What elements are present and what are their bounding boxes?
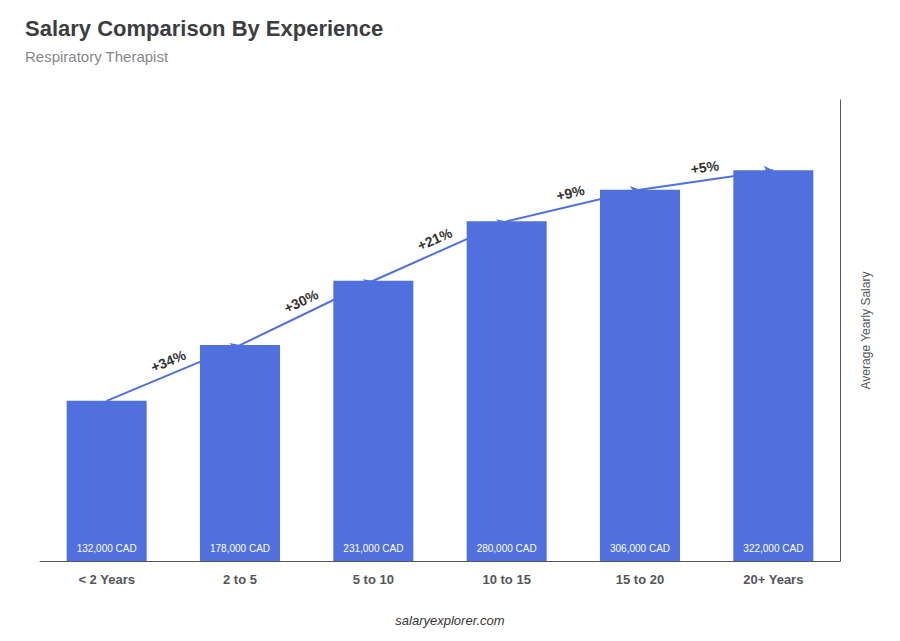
svg-text:15 to 20: 15 to 20: [616, 572, 664, 587]
svg-text:306,000 CAD: 306,000 CAD: [610, 543, 670, 554]
svg-text:Salary Comparison By Experienc: Salary Comparison By Experience: [25, 16, 383, 41]
svg-text:5 to 10: 5 to 10: [353, 572, 394, 587]
svg-text:+5%: +5%: [690, 157, 721, 177]
svg-text:20+ Years: 20+ Years: [743, 572, 803, 587]
svg-text:+21%: +21%: [415, 224, 455, 254]
svg-text:+30%: +30%: [281, 286, 321, 316]
svg-text:< 2 Years: < 2 Years: [78, 572, 135, 587]
svg-text:280,000 CAD: 280,000 CAD: [477, 543, 537, 554]
svg-text:salaryexplorer.com: salaryexplorer.com: [395, 613, 505, 628]
svg-text:2 to 5: 2 to 5: [223, 572, 257, 587]
svg-text:+9%: +9%: [555, 182, 587, 204]
svg-text:+34%: +34%: [149, 346, 189, 375]
svg-text:132,000 CAD: 132,000 CAD: [77, 543, 137, 554]
svg-text:10 to 15: 10 to 15: [482, 572, 530, 587]
svg-text:Average Yearly Salary: Average Yearly Salary: [859, 272, 873, 390]
svg-text:Respiratory Therapist: Respiratory Therapist: [25, 48, 169, 65]
svg-text:178,000 CAD: 178,000 CAD: [210, 543, 270, 554]
svg-text:231,000 CAD: 231,000 CAD: [343, 543, 403, 554]
svg-text:322,000 CAD: 322,000 CAD: [743, 543, 803, 554]
